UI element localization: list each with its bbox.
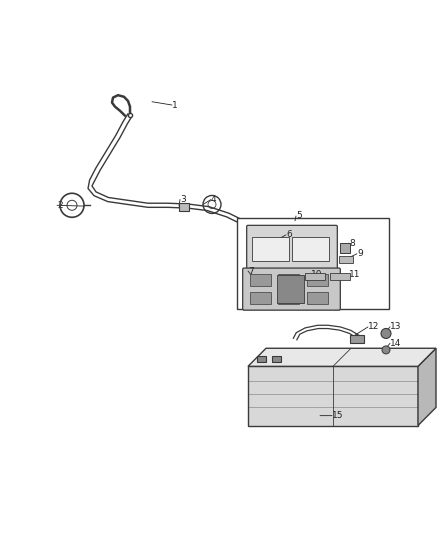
Text: 9: 9	[357, 249, 363, 259]
Text: 3: 3	[180, 195, 186, 204]
Bar	[330, 273, 350, 280]
Bar	[250, 292, 271, 304]
FancyBboxPatch shape	[243, 268, 340, 310]
Text: 10: 10	[311, 270, 322, 279]
Bar	[252, 237, 290, 261]
Bar	[307, 274, 328, 286]
Bar	[237, 219, 389, 309]
Text: 15: 15	[332, 411, 343, 420]
Bar	[323, 269, 331, 274]
Bar	[277, 275, 304, 303]
Text: 14: 14	[390, 339, 401, 348]
Polygon shape	[248, 348, 436, 366]
Bar	[350, 335, 364, 343]
Text: 6: 6	[286, 230, 292, 239]
Bar	[179, 203, 189, 211]
Text: 13: 13	[390, 322, 402, 332]
Bar	[250, 274, 271, 286]
Bar	[278, 274, 299, 286]
Bar	[340, 243, 350, 253]
Text: 1: 1	[172, 101, 178, 109]
Bar	[257, 356, 265, 362]
Text: 2: 2	[57, 201, 63, 210]
Bar	[305, 273, 325, 280]
Bar	[307, 292, 328, 304]
Text: 12: 12	[368, 322, 379, 332]
Bar	[272, 356, 281, 362]
Bar	[248, 366, 418, 425]
Text: 11: 11	[349, 270, 360, 279]
Bar	[278, 292, 299, 304]
Bar	[339, 256, 353, 263]
Text: 4: 4	[211, 195, 217, 204]
Text: 7: 7	[248, 266, 254, 276]
Circle shape	[381, 328, 391, 338]
Bar	[292, 237, 329, 261]
Polygon shape	[418, 348, 436, 425]
Text: 8: 8	[349, 239, 355, 248]
Text: 5: 5	[296, 212, 302, 221]
Circle shape	[382, 346, 390, 354]
FancyBboxPatch shape	[247, 225, 337, 271]
Bar	[255, 269, 263, 274]
